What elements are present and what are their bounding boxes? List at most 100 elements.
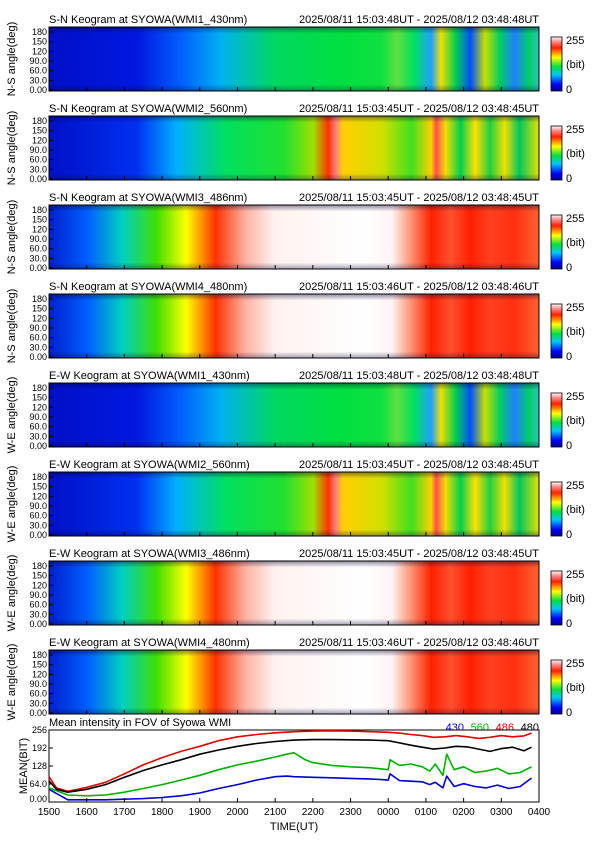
colorbar-scale [550,392,563,448]
keogram-ytick-label: 150 [32,660,47,670]
colorbar-max-label: 255 [566,658,584,670]
keogram-ytick-label: 60.0 [29,689,47,699]
keogram-ytick-label: 30.0 [29,609,47,619]
keogram-y-axis-label: N-S angle(deg) [6,22,18,97]
x-axis-label: TIME(UT) [270,821,318,833]
mean-xtick-label: 1500 [38,807,61,818]
keogram-ytick-label: 150 [32,482,47,492]
colorbar-min-label: 0 [566,84,572,96]
keogram-frame [48,204,540,270]
mean-ytick-label: 64.0 [29,779,47,789]
colorbar-scale [550,214,563,270]
keogram-ytick-label: 0.00 [29,441,47,451]
colorbar-unit-label: (bit) [566,148,585,160]
keogram-ytick-label: 0.00 [29,352,47,362]
colorbar: 255 (bit) 0 [550,480,585,541]
mean-y-axis-label: MEAN(BIT) [18,738,30,794]
mean-intensity-panel: Mean intensity in FOV of Syowa WMI 48048… [18,717,551,833]
keogram-y-axis-label: N-S angle(deg) [6,111,18,186]
keogram-ytick-label: 90.0 [29,412,47,422]
keogram-ytick-label: 180 [32,650,47,660]
mean-ytick-label: 192 [32,743,47,753]
keogram-ytick-label: 150 [32,37,47,47]
colorbar: 255 (bit) 0 [550,569,585,630]
keogram-ytick-label: 120 [32,224,47,234]
keogram-time-range: 2025/08/11 15:03:46UT - 2025/08/12 03:48… [299,637,539,649]
mean-xtick-label: 0000 [377,807,400,818]
keogram-ytick-label: 150 [32,571,47,581]
keogram-ytick-label: 0.00 [29,619,47,629]
colorbar-min-label: 0 [566,618,572,630]
keogram-ytick-label: 180 [32,294,47,304]
keogram-ytick-label: 150 [32,126,47,136]
keogram-ytick-label: 180 [32,205,47,215]
keogram-edge-shade [49,472,539,536]
keogram-title: E-W Keogram at SYOWA(WMI3_486nm) [49,548,250,560]
keogram-ytick-label: 150 [32,393,47,403]
keogram-ytick-label: 0.00 [29,708,47,718]
colorbar-unit-label: (bit) [566,59,585,71]
keogram-edge-shade [49,27,539,91]
colorbar-scale [550,659,563,715]
mean-xtick-label: 1900 [189,807,212,818]
colorbar-scale [550,125,563,181]
keogram-ytick-label: 90.0 [29,323,47,333]
keogram-ytick-label: 0.00 [29,263,47,273]
keogram-time-range: 2025/08/11 15:03:48UT - 2025/08/12 03:48… [299,370,539,382]
keogram-ytick-label: 180 [32,116,47,126]
colorbar: 255 (bit) 0 [550,35,585,96]
colorbar-unit-label: (bit) [566,237,585,249]
keogram-frame [48,26,540,92]
keogram-time-range: 2025/08/11 15:03:45UT - 2025/08/12 03:48… [299,192,539,204]
series-line-430 [48,773,532,801]
colorbar-unit-label: (bit) [566,682,585,694]
keogram-ytick-label: 0.00 [29,174,47,184]
keogram-ytick-label: 180 [32,472,47,482]
keogram-frame [48,293,540,359]
keogram-ytick-label: 30.0 [29,698,47,708]
mean-plot-frame [48,729,540,803]
series-line-480 [48,738,532,794]
keogram-ytick-label: 180 [32,27,47,37]
keogram-edge-shade [49,383,539,447]
mean-xtick-label: 0200 [452,807,475,818]
mean-xtick-label: 1700 [113,807,136,818]
colorbar-max-label: 255 [566,35,584,47]
keogram-panel-4: S-N Keogram at SYOWA(WMI4_480nm) 2025/08/… [6,281,585,363]
keogram-ytick-label: 60.0 [29,511,47,521]
keogram-ytick-label: 180 [32,561,47,571]
keogram-time-range: 2025/08/11 15:03:48UT - 2025/08/12 03:48… [299,14,539,26]
colorbar-unit-label: (bit) [566,415,585,427]
keogram-edge-shade [49,650,539,714]
colorbar-min-label: 0 [566,351,572,363]
keogram-panel-2: S-N Keogram at SYOWA(WMI2_560nm) 2025/08/… [6,103,585,185]
keogram-title: S-N Keogram at SYOWA(WMI2_560nm) [49,103,247,115]
keogram-y-axis-label: W-E angle(deg) [6,644,18,721]
keogram-edge-shade [49,294,539,358]
keogram-ytick-label: 90.0 [29,501,47,511]
keogram-ytick-label: 120 [32,402,47,412]
keogram-frame [48,560,540,626]
keogram-frame [48,649,540,715]
keogram-time-range: 2025/08/11 15:03:45UT - 2025/08/12 03:48… [299,103,539,115]
keogram-title: S-N Keogram at SYOWA(WMI3_486nm) [49,192,247,204]
keogram-ytick-label: 90.0 [29,590,47,600]
keogram-panel-3: S-N Keogram at SYOWA(WMI3_486nm) 2025/08/… [6,192,585,274]
mean-xtick-label: 0100 [415,807,438,818]
keogram-ytick-label: 90.0 [29,56,47,66]
mean-xtick-label: 1800 [151,807,174,818]
keogram-ytick-label: 30.0 [29,431,47,441]
keogram-y-axis-label: N-S angle(deg) [6,289,18,364]
keogram-ytick-label: 60.0 [29,333,47,343]
keogram-title: S-N Keogram at SYOWA(WMI1_430nm) [49,14,247,26]
keogram-ytick-label: 120 [32,669,47,679]
keogram-ytick-label: 150 [32,304,47,314]
keogram-ytick-label: 120 [32,46,47,56]
keogram-panel-8: E-W Keogram at SYOWA(WMI4_480nm) 2025/08/… [6,637,585,720]
colorbar: 255 (bit) 0 [550,302,585,363]
series-line-560 [48,751,532,797]
colorbar-unit-label: (bit) [566,326,585,338]
keogram-ytick-label: 0.00 [29,530,47,540]
mean-xtick-label: 2000 [226,807,249,818]
